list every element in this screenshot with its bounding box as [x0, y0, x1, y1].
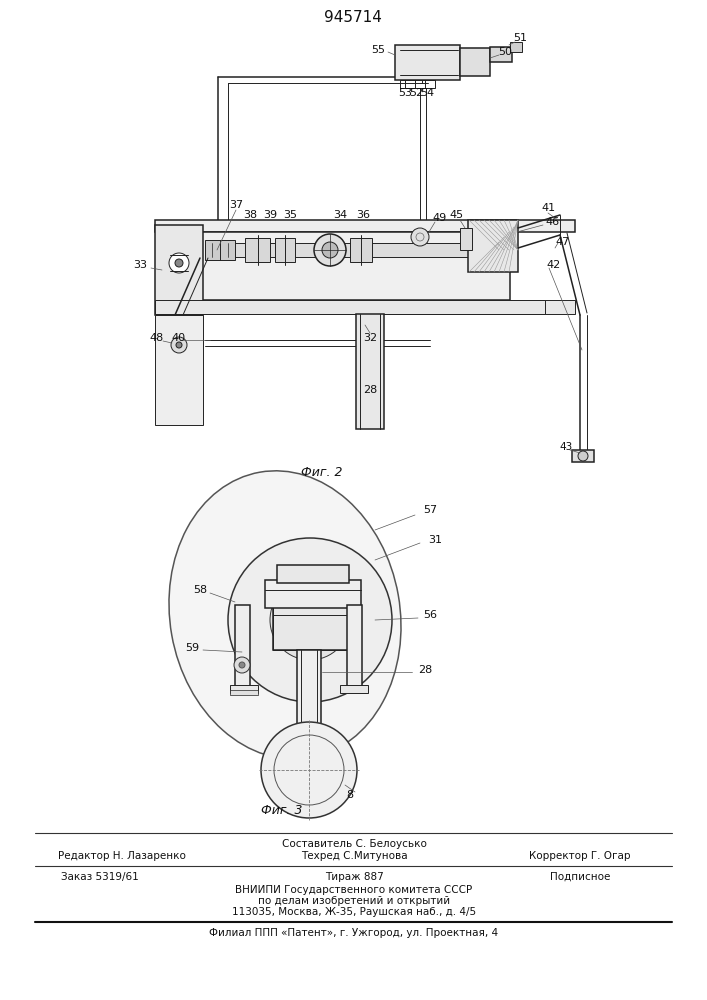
Bar: [205, 243, 485, 257]
Bar: [155, 220, 575, 232]
Text: 28: 28: [418, 665, 432, 675]
Text: 38: 38: [243, 210, 257, 220]
Text: Редактор Н. Лазаренко: Редактор Н. Лазаренко: [58, 851, 186, 861]
Bar: [400, 80, 435, 88]
Text: 51: 51: [513, 33, 527, 43]
Bar: [273, 605, 353, 650]
Text: 55: 55: [371, 45, 385, 55]
Text: 49: 49: [433, 213, 447, 223]
Text: 57: 57: [423, 505, 437, 515]
Bar: [155, 225, 203, 315]
Text: Фиг. 2: Фиг. 2: [301, 466, 343, 479]
Bar: [356, 314, 384, 429]
Text: 53: 53: [398, 88, 412, 98]
Text: 36: 36: [356, 210, 370, 220]
Bar: [265, 580, 361, 608]
Text: 43: 43: [559, 442, 573, 452]
Text: 37: 37: [229, 200, 243, 210]
Circle shape: [300, 610, 320, 630]
Text: 32: 32: [363, 333, 377, 343]
Bar: [350, 238, 372, 262]
Text: 48: 48: [150, 333, 164, 343]
Bar: [395, 45, 460, 80]
Text: по делам изобретений и открытий: по делам изобретений и открытий: [258, 896, 450, 906]
Text: 31: 31: [428, 535, 442, 545]
Bar: [230, 685, 258, 693]
Bar: [273, 605, 353, 650]
Text: 113035, Москва, Ж-35, Раушская наб., д. 4/5: 113035, Москва, Ж-35, Раушская наб., д. …: [232, 907, 476, 917]
Text: Тираж 887: Тираж 887: [325, 872, 383, 882]
Circle shape: [411, 228, 429, 246]
Text: 46: 46: [545, 217, 559, 227]
Text: 45: 45: [450, 210, 464, 220]
Bar: [245, 238, 270, 262]
Text: 58: 58: [193, 585, 207, 595]
Bar: [468, 220, 518, 272]
Text: 28: 28: [363, 385, 377, 395]
Text: Подписное: Подписное: [550, 872, 610, 882]
Circle shape: [234, 657, 250, 673]
Text: Техред С.Митунова: Техред С.Митунова: [300, 851, 407, 861]
Text: 945714: 945714: [324, 10, 382, 25]
Text: 56: 56: [423, 610, 437, 620]
Text: 47: 47: [556, 237, 570, 247]
Bar: [490, 47, 512, 62]
Ellipse shape: [169, 471, 401, 759]
Text: 50: 50: [498, 47, 512, 57]
Bar: [460, 48, 490, 76]
Bar: [200, 232, 510, 300]
Text: 35: 35: [283, 210, 297, 220]
Circle shape: [314, 234, 346, 266]
Text: Заказ 5319/61: Заказ 5319/61: [61, 872, 139, 882]
Circle shape: [169, 253, 189, 273]
Text: 8: 8: [346, 790, 354, 800]
Text: 40: 40: [171, 333, 185, 343]
Bar: [277, 565, 349, 583]
Circle shape: [176, 342, 182, 348]
Circle shape: [171, 337, 187, 353]
Circle shape: [175, 259, 183, 267]
Bar: [275, 238, 295, 262]
Text: Филиал ППП «Патент», г. Ужгород, ул. Проектная, 4: Филиал ППП «Патент», г. Ужгород, ул. Про…: [209, 928, 498, 938]
Circle shape: [261, 722, 357, 818]
Bar: [572, 450, 594, 462]
Circle shape: [228, 538, 392, 702]
Text: 33: 33: [133, 260, 147, 270]
Bar: [460, 228, 472, 250]
Circle shape: [288, 598, 332, 642]
Text: Фиг. 3: Фиг. 3: [262, 804, 303, 816]
Bar: [297, 650, 321, 740]
Bar: [155, 300, 545, 314]
Bar: [510, 42, 522, 52]
Bar: [340, 685, 368, 693]
Bar: [155, 315, 203, 425]
Circle shape: [270, 580, 350, 660]
Text: 39: 39: [263, 210, 277, 220]
Bar: [347, 605, 362, 687]
Text: ВНИИПИ Государственного комитета СССР: ВНИИПИ Государственного комитета СССР: [235, 885, 472, 895]
Text: Корректор Г. Огар: Корректор Г. Огар: [530, 851, 631, 861]
Circle shape: [578, 451, 588, 461]
Bar: [230, 690, 258, 695]
Bar: [155, 300, 575, 314]
Circle shape: [239, 662, 245, 668]
Bar: [205, 240, 235, 260]
Text: 42: 42: [547, 260, 561, 270]
Text: Составитель С. Белоусько: Составитель С. Белоусько: [281, 839, 426, 849]
Text: 52: 52: [409, 88, 423, 98]
Text: 59: 59: [185, 643, 199, 653]
Text: 41: 41: [541, 203, 555, 213]
Text: 34: 34: [333, 210, 347, 220]
Circle shape: [322, 242, 338, 258]
Text: 54: 54: [420, 88, 434, 98]
Bar: [235, 605, 250, 687]
